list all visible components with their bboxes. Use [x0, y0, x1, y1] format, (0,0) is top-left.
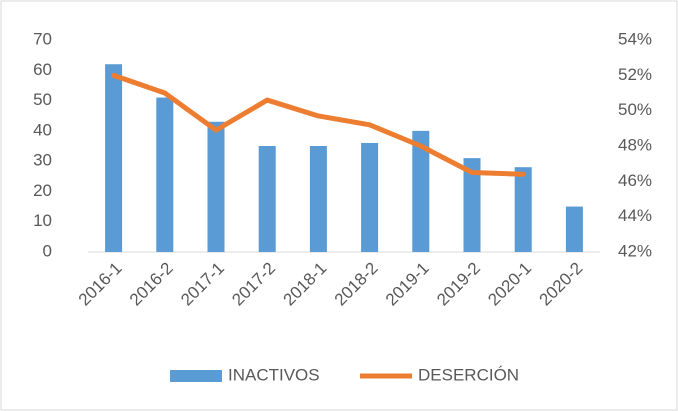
y2-tick-label: 48%	[618, 135, 652, 154]
y2-tick-label: 54%	[618, 29, 652, 48]
y-tick-label: 0	[43, 241, 52, 260]
line	[111, 72, 526, 177]
legend-swatch	[170, 370, 222, 382]
y-tick-label: 30	[33, 151, 52, 170]
bar	[105, 64, 123, 252]
y-tick-label: 20	[33, 181, 52, 200]
bar	[309, 146, 327, 252]
bar	[463, 158, 481, 252]
y-tick-label: 60	[33, 60, 52, 79]
y2-tick-label: 50%	[618, 100, 652, 119]
legend-label: INACTIVOS	[228, 365, 320, 384]
legend-label: DESERCIÓN	[418, 365, 519, 384]
y2-tick-label: 44%	[618, 206, 652, 225]
bar	[412, 130, 430, 252]
bar	[361, 142, 379, 252]
y-tick-label: 70	[33, 29, 52, 48]
bar	[565, 206, 583, 252]
y-tick-label: 50	[33, 90, 52, 109]
y2-tick-label: 52%	[618, 65, 652, 84]
y2-tick-label: 46%	[618, 171, 652, 190]
bar	[258, 146, 276, 252]
y2-tick-label: 42%	[618, 241, 652, 260]
bar	[514, 167, 532, 252]
y-tick-label: 40	[33, 120, 52, 139]
y-tick-label: 10	[33, 211, 52, 230]
bar	[207, 121, 225, 253]
bar	[156, 97, 174, 253]
